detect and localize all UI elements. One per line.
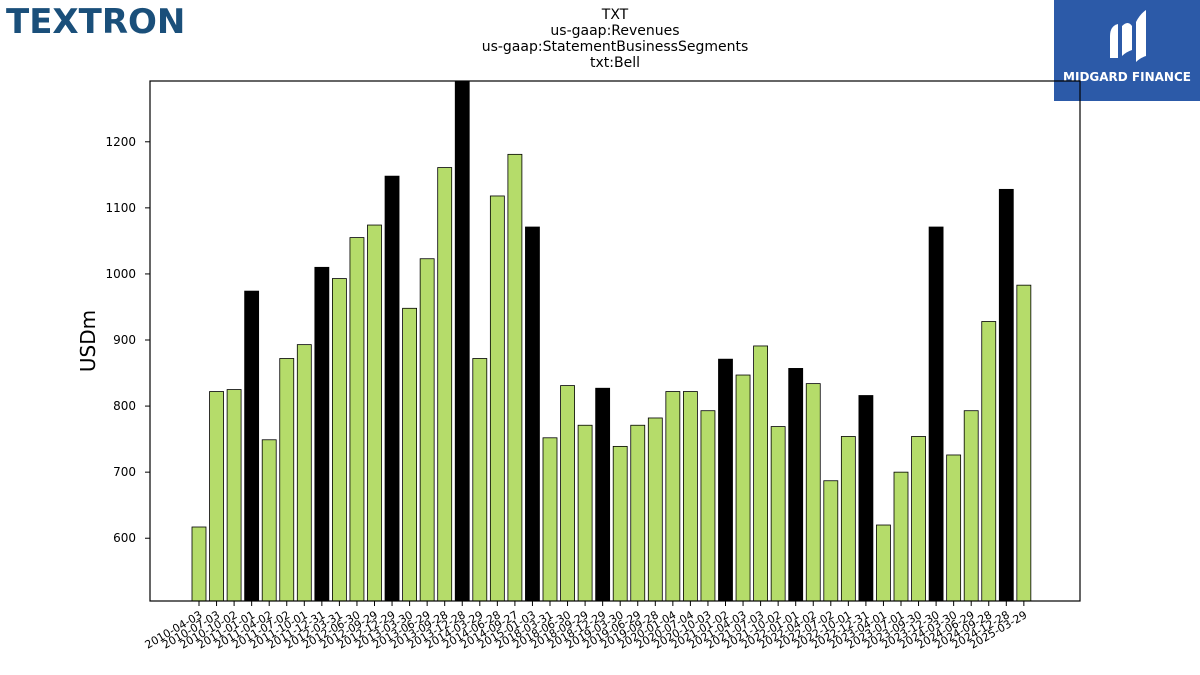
- bar-2018-09-29: [577, 424, 593, 602]
- bar-2012-03-31: [331, 278, 347, 602]
- textron-logo: TEXTRON: [6, 2, 186, 42]
- bar-2010-10-02: [226, 389, 242, 602]
- bar-2021-01-02: [718, 358, 733, 602]
- bar-2022-07-02: [823, 480, 839, 602]
- bar-2020-01-04: [665, 391, 681, 602]
- bar-2013-09-28: [437, 167, 453, 602]
- bar-2023-04-01: [876, 524, 891, 602]
- bar-2021-07-03: [753, 345, 768, 602]
- y-axis-label: USDm: [76, 310, 100, 372]
- bar-2022-01-01: [788, 368, 804, 602]
- midgard-finance-logo: MIDGARD FINANCE: [1054, 0, 1200, 101]
- chart-title-line: us-gaap:StatementBusinessSegments: [481, 39, 749, 55]
- bar-2011-01-01: [244, 290, 260, 602]
- y-tick-label: 800: [113, 399, 136, 413]
- bar-2023-07-01: [893, 471, 909, 602]
- chart-title-line: txt:Bell: [590, 55, 640, 71]
- bar-2022-12-31: [858, 395, 874, 602]
- bar-2013-03-30: [402, 307, 418, 602]
- plot-frame: [149, 80, 1081, 602]
- bar-2023-09-30: [911, 436, 926, 602]
- bars-group: [191, 80, 1032, 602]
- bar-2011-12-31: [314, 266, 330, 602]
- bar-2021-04-03: [735, 374, 751, 602]
- bar-2018-03-31: [542, 437, 558, 602]
- midgard-emblem-icon: [1110, 10, 1146, 62]
- bar-2015-01-03: [525, 226, 540, 602]
- bar-2011-10-01: [296, 344, 312, 602]
- y-tick-label: 1100: [105, 201, 136, 215]
- chart-title-line: us-gaap:Revenues: [550, 23, 680, 39]
- bar-2012-12-29: [384, 175, 400, 602]
- y-axis: 600 700 800 900 1000 1100 1200: [105, 135, 150, 545]
- x-axis: 2010-04-032010-07-032010-10-022011-01-01…: [143, 601, 1029, 652]
- bar-2018-12-29: [595, 387, 611, 602]
- bar-2018-06-30: [560, 385, 575, 602]
- y-tick-label: 1000: [105, 267, 136, 281]
- bar-2024-03-30: [946, 454, 962, 602]
- bar-2010-07-03: [209, 391, 224, 602]
- bar-2024-06-29: [963, 410, 979, 602]
- bar-2024-12-28: [998, 188, 1014, 602]
- y-tick-label: 600: [113, 531, 136, 545]
- bar-2022-10-01: [840, 436, 856, 602]
- y-tick-label: 700: [113, 465, 136, 479]
- bar-2011-04-02: [261, 439, 277, 602]
- bar-2013-06-29: [419, 258, 435, 602]
- bar-2014-03-29: [472, 358, 488, 602]
- bar-2019-03-30: [612, 445, 628, 602]
- y-tick-label: 900: [113, 333, 136, 347]
- bar-2012-09-29: [367, 224, 382, 602]
- bar-2013-12-28: [454, 80, 470, 602]
- bar-2021-10-02: [770, 426, 786, 602]
- bar-2012-06-30: [349, 237, 365, 602]
- midgard-finance-name: MIDGARD FINANCE: [1063, 70, 1191, 84]
- bar-2014-09-27: [507, 153, 523, 602]
- y-tick-label: 1200: [105, 135, 136, 149]
- chart-title-line: TXT: [601, 7, 629, 23]
- bar-2020-10-03: [700, 410, 716, 602]
- bar-2019-09-28: [647, 417, 663, 602]
- bar-2010-04-03: [191, 526, 207, 602]
- bar-2011-07-02: [279, 358, 295, 602]
- bar-2019-06-29: [630, 424, 646, 602]
- bar-2022-04-02: [805, 383, 821, 602]
- bar-2024-09-28: [981, 321, 997, 602]
- bar-2020-07-04: [683, 391, 698, 602]
- bar-2023-12-30: [928, 226, 944, 602]
- chart-title: TXT us-gaap:Revenues us-gaap:StatementBu…: [415, 7, 815, 71]
- bar-2014-06-28: [489, 195, 505, 602]
- bar-2025-03-29: [1016, 284, 1032, 602]
